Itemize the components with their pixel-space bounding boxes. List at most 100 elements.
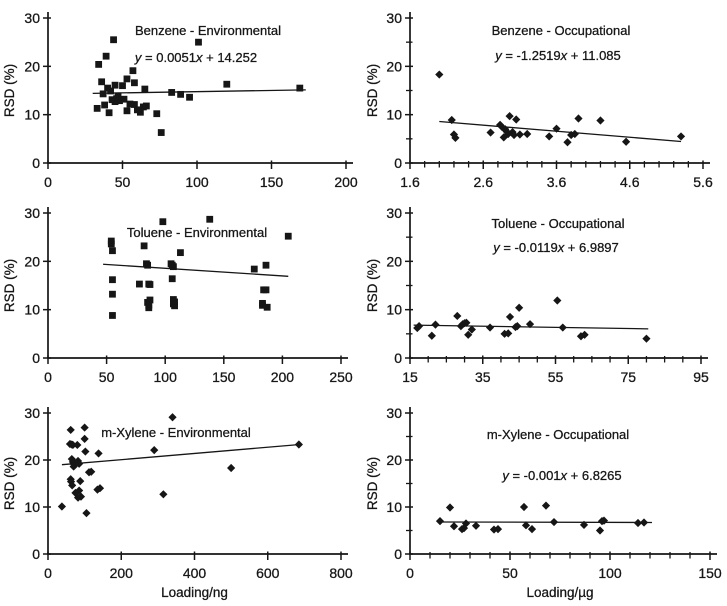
trend-equation: y = -0.0119x + 6.9897 (492, 240, 619, 255)
scatter-point (159, 218, 167, 226)
x-tick-label: 75 (620, 369, 636, 385)
scatter-point (66, 425, 75, 435)
x-tick-label: 150 (260, 174, 284, 190)
scatter-point (116, 97, 123, 105)
scatter-point (621, 137, 631, 146)
scatter-point (150, 446, 159, 455)
scatter-point (75, 486, 84, 495)
scatter-point (145, 304, 153, 312)
scatter-point (93, 104, 101, 112)
y-tick-label: 0 (394, 546, 402, 562)
eq-y: y (501, 468, 510, 483)
scatter-point (263, 303, 271, 311)
scatter-point (109, 247, 116, 255)
x-tick-label: 800 (329, 565, 353, 581)
scatter-point (427, 331, 436, 340)
y-tick-label: 30 (386, 405, 402, 421)
chart-m-xylene-environmental: 0 200 400 600 800 0 10 20 30 m-Xylene - Environme… (2, 405, 353, 600)
scatter-point (123, 75, 131, 83)
y-tick-label: 30 (24, 10, 40, 26)
y-tick-label: 30 (24, 405, 40, 421)
eq-y: y (134, 50, 143, 65)
scatter-point (485, 323, 495, 332)
eq-mid: = -1.2519 (502, 48, 561, 63)
scatter-point (206, 215, 214, 223)
scatter-point (81, 447, 90, 456)
x-tick-label: 600 (256, 565, 280, 581)
x-tick-label: 0 (44, 565, 52, 581)
eq-x: x (557, 240, 565, 255)
scatter-point (195, 38, 202, 46)
scatter-point (447, 115, 456, 125)
scatter-point (449, 522, 459, 531)
eq-end: + 11.085 (567, 48, 621, 63)
x-tick-label: 250 (329, 369, 353, 385)
x-axis-label: Loading/µg (526, 585, 593, 600)
scatter-point (94, 449, 103, 458)
scatter-point (119, 82, 126, 90)
scatter-point (493, 524, 503, 534)
scatter-point (68, 481, 77, 490)
x-axis-label: Loading/ng (161, 585, 228, 600)
x-tick-label: 0 (44, 369, 52, 385)
x-tick-label: 200 (110, 565, 134, 581)
scatter-point (146, 281, 154, 288)
scatter-point (294, 440, 303, 449)
y-axis-label: RSD (%) (2, 259, 17, 312)
panel-title: Benzene - Environmental (135, 23, 281, 38)
scatter-point (170, 263, 177, 271)
scatter-point (129, 67, 137, 75)
y-tick-label: 0 (394, 155, 402, 171)
scatter-point (505, 312, 515, 322)
scatter-point (159, 490, 168, 499)
y-tick-label: 20 (24, 253, 40, 269)
y-tick-label: 20 (386, 452, 402, 468)
scatter-point (515, 130, 524, 139)
eq-y: y (492, 240, 501, 255)
x-tick-label: 5.6 (693, 174, 713, 190)
y-tick-label: 0 (394, 350, 402, 366)
scatter-point (599, 516, 609, 525)
x-tick-label: 100 (185, 174, 209, 190)
scatter-point (471, 521, 481, 530)
scatter-point (284, 232, 292, 240)
y-tick-label: 20 (386, 253, 402, 269)
scatter-point (114, 92, 122, 100)
x-tick-label: 0 (406, 565, 414, 581)
chart-toluene-environmental: 0 50 100 150 200 250 0 10 20 30 Toluene - Environm… (2, 205, 353, 385)
scatter-point (227, 463, 236, 473)
scatter-point (676, 132, 686, 141)
scatter-point (186, 93, 193, 101)
eq-x: x (560, 48, 568, 63)
scatter-point (639, 518, 649, 527)
scatter-point (168, 89, 176, 96)
eq-x: x (560, 468, 568, 483)
scatter-point (553, 296, 562, 305)
scatter-point (296, 84, 304, 92)
scatter-point (57, 502, 67, 511)
y-tick-label: 0 (32, 350, 40, 366)
scatter-point (141, 85, 149, 93)
scatter-point (140, 242, 148, 250)
trend-equation: y = -0.001x + 6.8265 (501, 468, 621, 483)
scatter-point (509, 130, 519, 140)
scatter-point (109, 290, 116, 298)
eq-mid: = -0.001 (509, 468, 561, 483)
x-tick-label: 100 (598, 565, 622, 581)
scatter-point (105, 109, 113, 117)
scatter-point (73, 440, 82, 450)
scatter-point (80, 423, 89, 432)
y-tick-label: 30 (24, 205, 40, 221)
scatter-point (505, 112, 514, 121)
panel-title: m-Xylene - Environmental (101, 425, 251, 440)
panel-m-xylene-occupational: 0 50 100 150 0 10 20 30 m-Xylene - Occupational y… (363, 390, 727, 606)
scatter-point (131, 79, 138, 87)
y-axis-label: RSD (%) (365, 259, 380, 312)
scatter-point (157, 129, 165, 136)
eq-end: + 6.9897 (564, 240, 619, 255)
x-tick-label: 200 (271, 369, 295, 385)
scatter-point (123, 107, 131, 115)
trend-line (439, 120, 682, 143)
y-tick-label: 30 (386, 10, 402, 26)
